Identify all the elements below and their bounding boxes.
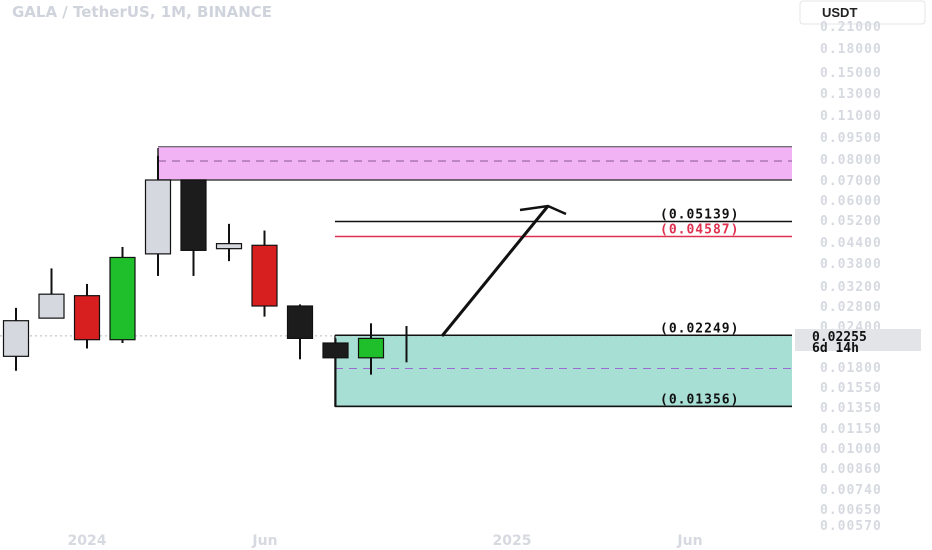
level-label: (0.04587) xyxy=(660,223,739,238)
y-tick-label: 0.02800 xyxy=(820,300,882,315)
y-tick-label: 0.03200 xyxy=(820,280,882,295)
candle xyxy=(109,246,136,344)
demand-zone xyxy=(335,335,792,407)
y-tick-label: 0.01800 xyxy=(820,361,882,376)
supply-zone xyxy=(158,146,792,180)
y-tick-label: 0.18000 xyxy=(820,42,882,57)
y-tick-label: 0.08000 xyxy=(820,153,882,168)
chart-title: GALA / TetherUS, 1M, BINANCE xyxy=(12,3,272,21)
y-tick-label: 0.01350 xyxy=(820,401,882,416)
candle xyxy=(322,338,349,407)
projection-arrow xyxy=(440,204,567,337)
current-price-countdown: 6d 14h xyxy=(812,341,859,356)
y-tick-label: 0.00860 xyxy=(820,462,882,477)
x-tick-label: Jun xyxy=(676,533,702,549)
candle xyxy=(251,230,278,317)
levels-layer: (0.05139)(0.04587) (0.02249) (0.01356) xyxy=(335,208,792,407)
y-tick-label: 0.03800 xyxy=(820,257,882,272)
current-price-badge: 0.02255 6d 14h xyxy=(795,329,921,356)
candle xyxy=(73,283,101,349)
current-price-value: 0.02255 xyxy=(812,330,867,345)
y-tick-label: 0.00570 xyxy=(820,519,882,534)
level-label: (0.02249) xyxy=(660,321,739,336)
candle xyxy=(215,223,243,262)
y-tick-label: 0.09500 xyxy=(820,131,882,146)
candle xyxy=(144,155,172,276)
candle xyxy=(2,307,30,371)
y-tick-label: 0.01550 xyxy=(820,381,882,396)
candle-body xyxy=(73,295,101,341)
x-tick-label: 2025 xyxy=(493,533,532,549)
candle-body xyxy=(286,305,314,340)
candle xyxy=(286,304,314,360)
y-tick-label: 0.00650 xyxy=(820,503,882,518)
currency-label: USDT xyxy=(822,5,857,20)
candle-body xyxy=(215,243,243,250)
y-tick-label: 0.13000 xyxy=(820,87,882,102)
x-tick-label: Jun xyxy=(251,533,277,549)
candle-body xyxy=(322,342,349,359)
y-tick-label: 0.00740 xyxy=(820,483,882,498)
y-tick-label: 0.06000 xyxy=(820,194,882,209)
candle xyxy=(38,268,65,319)
price-axis[interactable]: 0.21000 0.18000 0.15000 0.13000 0.11000 0.095… xyxy=(820,20,882,534)
y-tick-label: 0.05200 xyxy=(820,214,882,229)
y-tick-label: 0.11000 xyxy=(820,109,882,124)
candle-body xyxy=(251,244,278,307)
level-label: (0.05139) xyxy=(660,208,739,223)
currency-selector[interactable]: USDT xyxy=(799,0,926,25)
candle-body xyxy=(180,179,207,251)
candle-body xyxy=(357,337,385,359)
level-label: (0.01356) xyxy=(660,392,739,407)
time-axis[interactable]: 2024 Jun 2025 Jun xyxy=(68,533,703,549)
y-tick-label: 0.01000 xyxy=(820,442,882,457)
candle-body xyxy=(144,179,172,255)
candle-body xyxy=(2,320,30,357)
y-tick-label: 0.04400 xyxy=(820,236,882,251)
x-tick-label: 2024 xyxy=(68,533,107,549)
y-tick-label: 0.07000 xyxy=(820,174,882,189)
y-tick-label: 0.01150 xyxy=(820,422,882,437)
candles-layer xyxy=(2,155,408,407)
candle xyxy=(180,179,207,276)
y-tick-label: 0.21000 xyxy=(820,20,882,35)
candle xyxy=(357,323,385,375)
candle-body xyxy=(38,293,65,319)
y-tick-label: 0.15000 xyxy=(820,66,882,81)
candle-body xyxy=(109,256,136,341)
